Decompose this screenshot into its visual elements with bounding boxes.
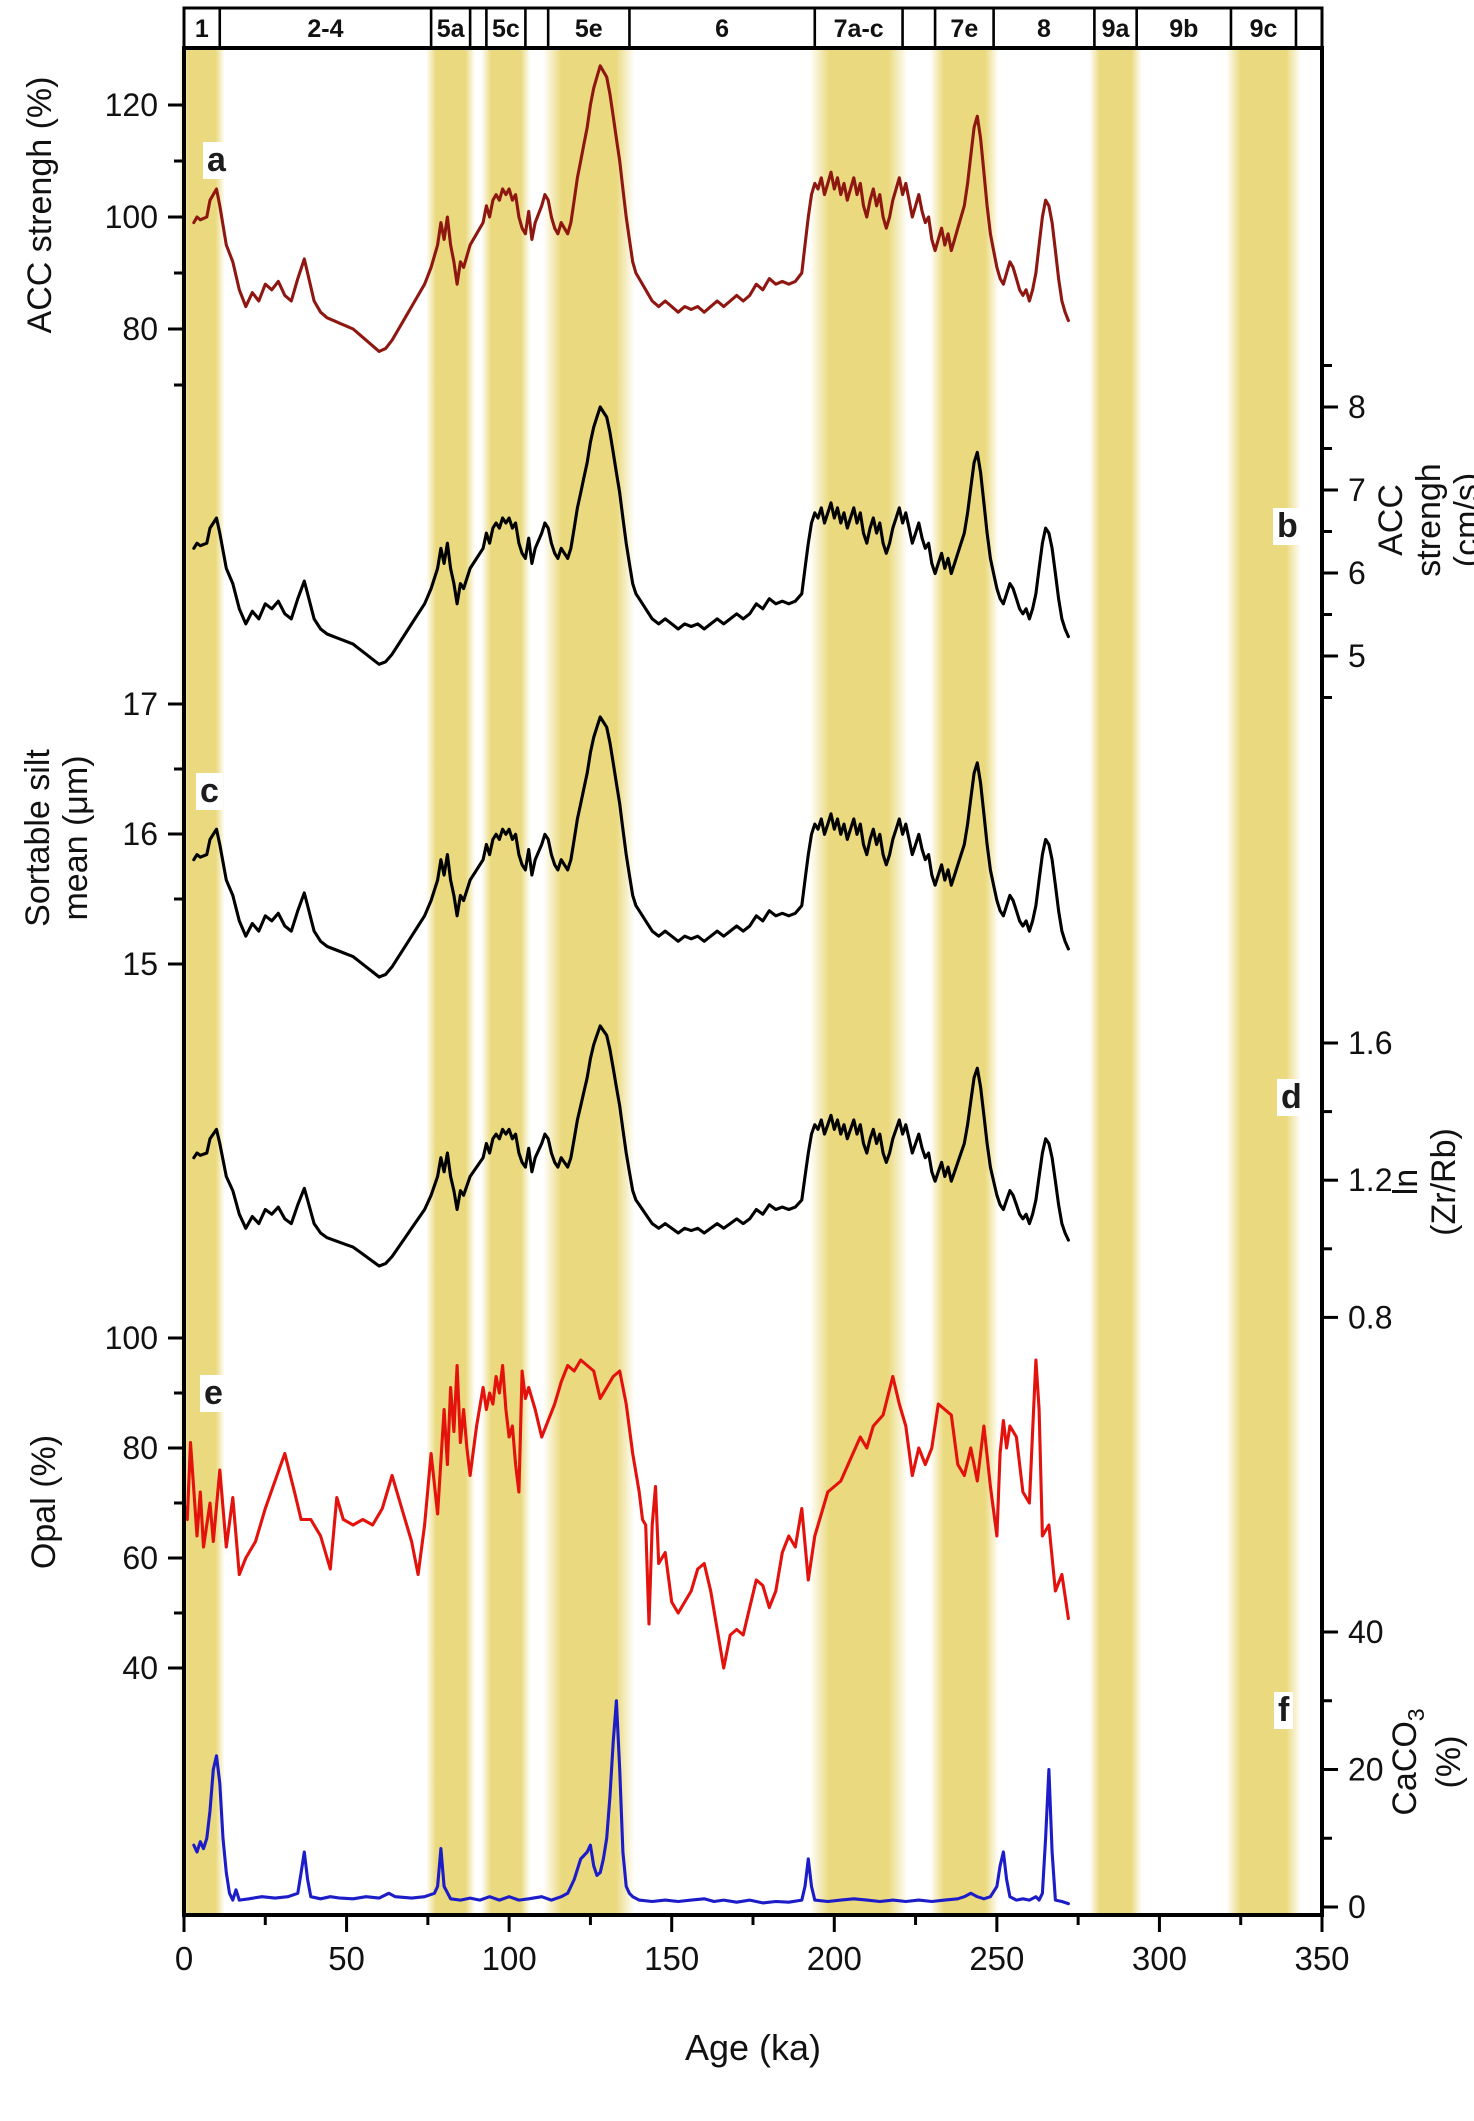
stage-label: 6 [715,15,729,43]
x-axis-title: Age (ka) [684,2027,822,2068]
mis-highlight-band [1225,50,1301,1913]
curve-opal [182,1358,1070,1670]
stage-label: 5c [492,15,520,43]
x-axis-ticks: 0 50 100 150 200 250 300 350 [175,1915,1350,1977]
y-axis-c: 15 16 17 [122,686,184,982]
y-tick-label-b: 5 [1348,638,1366,674]
axis-title-ln-zr-rb: ln (Zr/Rb) [1386,1128,1463,1236]
y-tick-label-a: 100 [105,199,158,235]
x-tick-label: 250 [969,1940,1024,1977]
plot-frame [182,46,1324,1917]
y-tick-label-c: 16 [122,816,158,852]
panel-letter-d: d [1277,1078,1306,1117]
panel-letter-e: e [200,1374,227,1413]
mis-highlight-band [809,50,908,1913]
stage-label: 5e [575,15,603,43]
x-tick-label: 350 [1294,1940,1349,1977]
panel-letter-c: c [196,772,223,811]
y-tick-label-d: 1.2 [1348,1162,1392,1198]
mis-highlight-band [179,50,225,1913]
y-tick-label-d: 1.6 [1348,1025,1392,1061]
mis-highlight-band [1089,50,1142,1913]
stage-label: 5a [437,15,466,43]
axis-title-acc-percent: ACC strengh (%) [20,76,59,334]
y-tick-label-a: 80 [122,311,158,347]
y-tick-label-b: 7 [1348,472,1366,508]
y-tick-label-e: 40 [122,1650,158,1686]
panel-letter-f: f [1274,1691,1294,1730]
stage-label: 9c [1250,15,1278,43]
highlight-bands [179,50,1301,1913]
x-tick-label: 200 [807,1940,862,1977]
y-axis-f: 0 20 40 [1322,1614,1384,1925]
y-tick-label-b: 6 [1348,555,1366,591]
stage-label: 7a-c [834,15,884,43]
mis-highlight-band [481,50,531,1913]
stage-label: 8 [1037,15,1051,43]
axis-title-acc-cms: ACC strengh (cm/s) [1371,463,1474,577]
stage-label: 7e [950,15,978,43]
axis-title-sortable-silt: Sortable silt mean (μm) [18,749,95,927]
x-tick-label: 50 [328,1940,365,1977]
x-tick-label: 300 [1132,1940,1187,1977]
x-tick-label: 0 [175,1940,193,1977]
mis-highlight-band [543,50,635,1913]
y-tick-label-e: 100 [105,1320,158,1356]
curve-caco3 [192,1699,1070,1906]
curve-sortable_silt [192,715,1070,979]
curve-acc_cms [192,405,1070,666]
y-tick-label-c: 17 [122,686,158,722]
y-tick-label-f: 0 [1348,1889,1366,1925]
panel-letter-a: a [203,141,230,180]
panel-letter-b: b [1273,507,1302,546]
y-axis-d: 0.8 1.2 1.6 [1322,1025,1392,1335]
y-axis-a: 80 100 120 [105,87,184,387]
y-tick-label-a: 120 [105,87,158,123]
stage-label: 2-4 [307,15,343,43]
y-tick-label-f: 40 [1348,1614,1384,1650]
y-axis-e: 40 60 80 100 [105,1320,184,1686]
axis-title-opal: Opal (%) [24,1434,63,1570]
mis-highlight-band [930,50,999,1913]
y-tick-label-b: 8 [1348,389,1366,425]
x-tick-label: 100 [482,1940,537,1977]
stage-label: 9a [1102,15,1131,43]
y-tick-label-c: 15 [122,946,158,982]
mis-stage-bar: 1 2-4 5a 5c 5e 6 7a-c 7e 8 9a 9b 9c [182,6,1324,50]
y-tick-label-e: 60 [122,1540,158,1576]
x-tick-label: 150 [644,1940,699,1977]
mis-highlight-band [426,50,476,1913]
y-tick-label-d: 0.8 [1348,1299,1392,1335]
stage-label: 1 [195,15,209,43]
y-tick-label-e: 80 [122,1430,158,1466]
stage-label: 9b [1169,15,1198,43]
y-axis-b: 5 6 7 8 [1322,364,1366,699]
axis-title-caco3: CaCO3 (%) [1386,1708,1468,1816]
y-tick-label-f: 20 [1348,1752,1384,1788]
curve-ln_zr_rb [192,1024,1070,1268]
curve-acc_percent [192,64,1070,353]
